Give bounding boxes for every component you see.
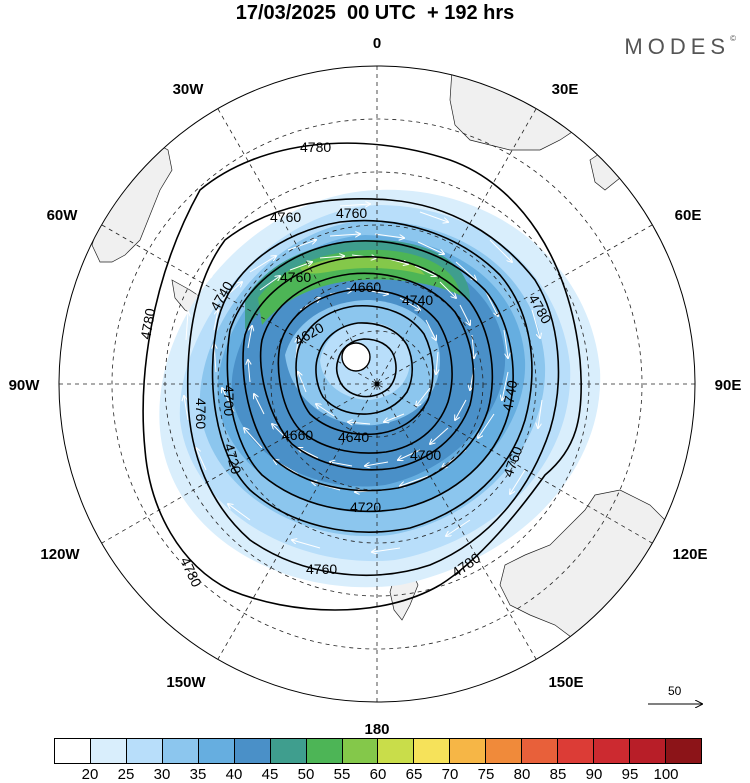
- colorbar-swatch: [414, 739, 451, 763]
- contour-label: 4660: [350, 279, 381, 295]
- colorbar-swatch: [270, 739, 307, 763]
- contour-label: 4760: [280, 269, 311, 285]
- colorbar-swatch: [522, 739, 559, 763]
- colorbar-label: 100: [653, 766, 679, 783]
- copyright-mark: ©: [730, 34, 736, 43]
- map-title: 17/03/2025 00 UTC + 192 hrs: [235, 2, 515, 24]
- colorbar-label: 80: [513, 766, 531, 783]
- modes-logo: MODES©: [624, 34, 736, 60]
- lon-label-180: 180: [364, 721, 389, 738]
- wind-vectors: [184, 204, 543, 552]
- contour-4720: [226, 240, 514, 513]
- colorbar-swatch: [630, 739, 666, 763]
- contour-label: 4740: [499, 379, 520, 413]
- lon-label-150e: 150E: [548, 674, 583, 691]
- contour-labels: 4780 4760 4760 4760 4740 4780 4760 4660 …: [137, 139, 555, 590]
- lon-label-120e: 120E: [672, 546, 707, 563]
- contour-label: 4780: [300, 139, 331, 155]
- africa-land: [449, 66, 576, 151]
- contour-4620: [315, 322, 414, 415]
- graticule: [59, 66, 695, 702]
- colorbar-swatch: [55, 739, 91, 763]
- colorbar-swatch: [126, 739, 163, 763]
- colorbar-swatch: [665, 739, 701, 763]
- colorbar-swatch: [198, 739, 235, 763]
- colorbar-swatch: [342, 739, 379, 763]
- contour-label: 4720: [350, 499, 381, 515]
- lon-label-90w: 90W: [9, 377, 41, 394]
- colorbar: [54, 738, 702, 764]
- south-america-land: [91, 139, 173, 263]
- contour-4700: [242, 256, 494, 492]
- contour-4660: [277, 288, 453, 454]
- contour-label: 4660: [282, 427, 313, 443]
- reference-vector: 50: [648, 684, 708, 714]
- colorbar-label: 85: [549, 766, 567, 783]
- colorbar-label: 95: [621, 766, 639, 783]
- contour-4640: [295, 304, 434, 436]
- colorbar-label: 20: [81, 766, 99, 783]
- colorbar-label: 50: [297, 766, 315, 783]
- colorbar-label: 60: [369, 766, 387, 783]
- contour-label: 4780: [137, 307, 158, 341]
- lon-label-0: 0: [373, 35, 381, 52]
- contour-label: 4740: [402, 292, 433, 308]
- contour-label: 4640: [338, 429, 369, 445]
- contour-4760: [186, 198, 560, 576]
- contour-label: 4760: [336, 205, 367, 221]
- contour-label: 4720: [221, 442, 245, 476]
- brand-name: MODES: [624, 34, 731, 59]
- lon-label-30e: 30E: [552, 81, 579, 98]
- longitude-labels: 0 30E 60E 90E 120E 150E 180 150W 120W 90…: [9, 35, 742, 738]
- colorbar-label: 35: [189, 766, 207, 783]
- colorbar-label: 70: [441, 766, 459, 783]
- contour-label: 4760: [193, 398, 209, 429]
- colorbar-swatch: [486, 739, 523, 763]
- map-boundary: [58, 65, 696, 703]
- colorbar-label: 75: [477, 766, 495, 783]
- colorbar-swatch: [90, 739, 127, 763]
- colorbar-label: 40: [225, 766, 243, 783]
- lon-label-30w: 30W: [173, 81, 205, 98]
- reference-vector-label: 50: [668, 684, 682, 698]
- colorbar-label: 45: [261, 766, 279, 783]
- colorbar-swatch: [558, 739, 595, 763]
- pole-low-center: [341, 342, 371, 372]
- colorbar-label: 30: [153, 766, 171, 783]
- lon-label-150w: 150W: [166, 674, 206, 691]
- contour-4680: [259, 272, 475, 471]
- colorbar-swatch: [378, 739, 415, 763]
- reference-arrow-icon: [648, 684, 708, 714]
- colorbar-label: 90: [585, 766, 603, 783]
- lon-label-60e: 60E: [675, 207, 702, 224]
- madagascar: [589, 149, 621, 191]
- polar-stereographic-map: 4780 4760 4760 4760 4740 4780 4760 4660 …: [9, 35, 742, 738]
- colorbar-swatch: [162, 739, 199, 763]
- south-pole-marker: [374, 381, 380, 387]
- colorbar-swatch: [450, 739, 487, 763]
- colorbar-swatch: [306, 739, 343, 763]
- contour-label: 4760: [270, 209, 301, 225]
- colorbar-swatch: [594, 739, 630, 763]
- contour-4740: [211, 219, 533, 533]
- lon-label-90e: 90E: [715, 377, 742, 394]
- height-contours: [142, 142, 583, 611]
- colorbar-swatch: [234, 739, 271, 763]
- contour-4600: [335, 338, 397, 398]
- contour-label: 4760: [306, 561, 337, 577]
- colorbar-labels: 20 25 30 35 40 45 50 55 60 65 70 75 80 85 90 95 100: [0, 766, 750, 783]
- colorbar-label: 55: [333, 766, 351, 783]
- contour-4780: [142, 142, 583, 611]
- contour-label: 4780: [177, 555, 205, 590]
- contour-label: 4700: [221, 385, 237, 416]
- lon-label-60w: 60W: [47, 207, 79, 224]
- lon-label-120w: 120W: [40, 546, 80, 563]
- colorbar-label: 65: [405, 766, 423, 783]
- contour-label: 4700: [410, 447, 441, 463]
- colorbar-label: 25: [117, 766, 135, 783]
